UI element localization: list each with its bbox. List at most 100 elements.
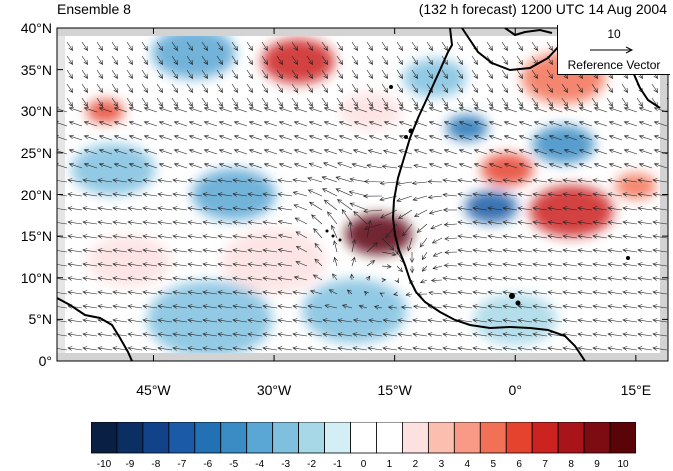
wind-arrow bbox=[143, 106, 158, 113]
wind-arrow bbox=[83, 134, 98, 141]
wind-arrow bbox=[441, 83, 448, 93]
wind-arrow bbox=[68, 134, 83, 141]
wind-arrow bbox=[248, 162, 263, 169]
wind-arrow bbox=[472, 234, 488, 239]
wind-arrow bbox=[293, 106, 308, 113]
wind-arrow bbox=[426, 55, 433, 65]
wind-arrow bbox=[127, 318, 143, 323]
wind-arrow bbox=[366, 55, 373, 65]
wind-arrow bbox=[128, 134, 143, 141]
wind-arrow bbox=[291, 69, 298, 79]
forecast-time-title: (132 h forecast) 1200 UTC 14 Aug 2004 bbox=[418, 1, 667, 17]
wind-arrow bbox=[113, 134, 128, 141]
wind-arrow bbox=[187, 234, 203, 239]
wind-arrow bbox=[608, 162, 623, 169]
wind-arrow bbox=[172, 332, 188, 337]
wind-arrow bbox=[400, 305, 413, 310]
wind-arrow bbox=[306, 69, 313, 79]
wind-arrow bbox=[638, 120, 653, 127]
wind-arrow bbox=[187, 192, 203, 197]
wind-arrow bbox=[201, 97, 208, 107]
wind-arrow bbox=[218, 120, 233, 127]
wind-arrow bbox=[202, 192, 218, 197]
wind-arrow bbox=[111, 55, 118, 65]
panel-title: Ensemble 8 bbox=[57, 1, 131, 17]
wind-arrow bbox=[232, 304, 248, 309]
wind-arrow bbox=[431, 237, 443, 244]
wind-arrow bbox=[623, 120, 638, 127]
wind-arrow bbox=[577, 262, 593, 267]
wind-arrow bbox=[412, 332, 428, 337]
wind-arrow bbox=[143, 120, 158, 127]
wind-arrow bbox=[411, 180, 428, 186]
wind-arrow bbox=[562, 318, 578, 323]
wind-arrow bbox=[383, 120, 398, 127]
wind-arrow bbox=[457, 192, 473, 197]
wind-arrow bbox=[637, 234, 653, 239]
wind-arrow bbox=[637, 262, 653, 267]
wind-arrow bbox=[57, 234, 68, 239]
wind-arrow bbox=[263, 134, 278, 141]
wind-arrow bbox=[66, 97, 73, 107]
wind-arrow bbox=[276, 55, 283, 65]
wind-arrow bbox=[368, 134, 383, 141]
wind-arrow bbox=[306, 97, 313, 107]
wind-arrow bbox=[577, 178, 593, 183]
wind-arrow bbox=[637, 332, 653, 337]
wind-arrow bbox=[419, 237, 428, 248]
wind-arrow bbox=[578, 148, 593, 155]
wind-arrow bbox=[457, 234, 473, 239]
wind-arrow bbox=[381, 97, 388, 107]
wind-arrow bbox=[322, 188, 338, 197]
wind-arrow bbox=[186, 97, 193, 107]
wind-arrow bbox=[348, 221, 353, 239]
wind-arrow bbox=[157, 346, 173, 351]
wind-arrow bbox=[67, 234, 83, 239]
wind-arrow bbox=[337, 199, 353, 211]
wind-arrow bbox=[563, 148, 578, 155]
wind-arrow bbox=[233, 134, 248, 141]
wind-arrow bbox=[413, 163, 428, 169]
wind-arrow bbox=[142, 248, 158, 253]
wind-arrow bbox=[67, 346, 83, 351]
wind-arrow bbox=[126, 97, 133, 107]
wind-arrow bbox=[57, 304, 68, 309]
wind-arrow bbox=[82, 276, 98, 281]
wind-arrow bbox=[247, 318, 263, 323]
wind-arrow bbox=[501, 55, 508, 65]
wind-arrow bbox=[577, 318, 593, 323]
wind-arrow bbox=[294, 217, 308, 225]
wind-arrow bbox=[232, 248, 248, 253]
wind-arrow bbox=[98, 120, 113, 127]
wind-arrow bbox=[351, 41, 358, 51]
wind-arrow bbox=[142, 346, 158, 351]
wind-arrow bbox=[396, 195, 413, 202]
wind-arrow bbox=[517, 248, 533, 253]
wind-arrow bbox=[381, 41, 388, 51]
wind-arrow bbox=[332, 273, 338, 281]
wind-arrow bbox=[532, 248, 548, 253]
wind-arrow bbox=[577, 304, 593, 309]
wind-arrow bbox=[247, 178, 263, 183]
wind-arrow bbox=[217, 192, 233, 197]
wind-arrow bbox=[232, 234, 248, 239]
wind-arrow bbox=[457, 346, 473, 351]
colorbar-swatch bbox=[116, 422, 144, 454]
wind-arrow bbox=[141, 97, 148, 107]
wind-arrow bbox=[517, 178, 533, 183]
wind-arrow bbox=[366, 260, 376, 267]
lon-label: 15°W bbox=[377, 382, 412, 398]
colorbar-swatch bbox=[609, 422, 636, 454]
wind-arrow bbox=[306, 55, 313, 65]
wind-arrow bbox=[427, 194, 443, 200]
wind-arrow bbox=[156, 55, 163, 65]
wind-arrow bbox=[382, 332, 398, 337]
wind-arrow bbox=[373, 305, 383, 310]
wind-arrow bbox=[82, 262, 98, 267]
wind-arrow bbox=[307, 304, 323, 309]
wind-arrow bbox=[307, 332, 323, 337]
wind-arrow bbox=[592, 178, 608, 183]
wind-arrow bbox=[607, 220, 623, 225]
wind-arrow bbox=[143, 134, 158, 141]
wind-arrow bbox=[405, 292, 413, 297]
